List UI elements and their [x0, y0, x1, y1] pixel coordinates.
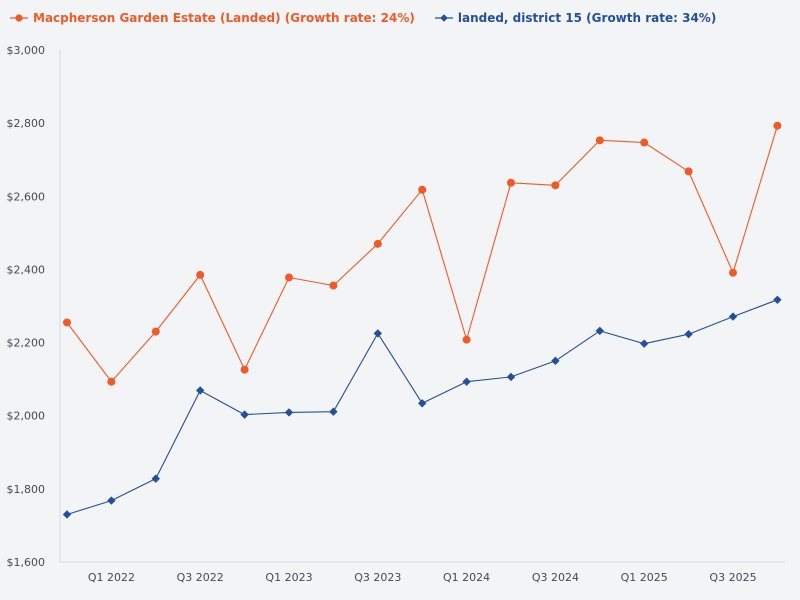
data-point[interactable]: Q3 2023: 2470 [373, 239, 382, 248]
data-point[interactable]: Q1 2023: 2378 [285, 273, 293, 282]
data-point[interactable]: Q2 2025: 2668 [684, 167, 693, 176]
data-point[interactable]: Q2 2024: 2637 [507, 178, 515, 187]
y-tick-label: $2,400 [7, 263, 46, 276]
data-point[interactable]: Q1 2024: 2093 [462, 377, 471, 386]
data-point[interactable]: Q2 2022: 2230 [151, 327, 160, 336]
data-point[interactable]: Q4 2021: 2255 [63, 318, 71, 327]
data-point[interactable]: Q3 2024: 2630 [551, 181, 560, 190]
data-point[interactable]: Q4 2024: 2232 [595, 326, 604, 336]
data-point[interactable]: Q4 2023: 2618 [418, 185, 427, 194]
data-point[interactable]: Q1 2024: 2208 [462, 335, 471, 344]
data-point[interactable]: Q4 2022: 2003 [240, 410, 249, 419]
legend: Macpherson Garden Estate (Landed) (Growt… [10, 8, 716, 28]
data-point[interactable]: Q4 2022: 2126 [240, 365, 249, 374]
y-tick-label: $2,800 [7, 117, 46, 130]
data-point[interactable]: Q1 2023: 2009 [284, 408, 294, 417]
data-point[interactable]: Q1 2022: 1768 [107, 496, 116, 505]
data-point[interactable]: Q2 2023: 2011 [329, 407, 338, 416]
y-tick-label: $3,000 [7, 44, 46, 57]
x-tick-label: Q1 2024 [443, 571, 490, 584]
x-tick-label: Q1 2022 [88, 571, 135, 584]
x-tick-label: Q1 2023 [265, 571, 312, 584]
legend-label-series-2: landed, district 15 (Growth rate: 34%) [457, 11, 717, 25]
legend-label-series-1: Macpherson Garden Estate (Landed) (Growt… [33, 11, 415, 25]
y-tick-label: $2,200 [7, 337, 46, 350]
x-tick-label: Q3 2024 [532, 571, 579, 584]
data-point[interactable]: Q2 2023: 2356 [329, 281, 338, 290]
y-tick-label: $1,600 [7, 556, 46, 569]
data-point[interactable]: Q3 2023: 2225 [373, 329, 382, 338]
y-tick-label: $2,600 [7, 190, 46, 203]
y-tick-label: $1,800 [7, 483, 46, 496]
x-tick-label: Q1 2025 [621, 571, 668, 584]
data-point[interactable]: Q2 2022: 1828 [151, 474, 160, 483]
data-point[interactable]: Q4 2025: 2317 [773, 295, 782, 304]
x-tick-label: Q3 2023 [354, 571, 401, 584]
data-point[interactable]: Q3 2024: 2150 [551, 356, 560, 366]
data-point[interactable]: Q1 2022: 2093 [107, 377, 116, 386]
x-tick-label: Q3 2025 [709, 571, 756, 584]
y-tick-label: $2,000 [7, 410, 46, 423]
x-tick-label: Q3 2022 [177, 571, 224, 584]
legend-diamond-marker-icon [434, 14, 453, 22]
data-point[interactable]: Q2 2024: 2106 [506, 372, 516, 382]
data-point[interactable]: Q2 2025: 2223 [684, 329, 693, 339]
data-point[interactable]: Q4 2024: 2753 [595, 136, 604, 145]
series-line-1 [66, 125, 778, 383]
data-point[interactable]: Q4 2023: 2034 [418, 399, 427, 408]
data-point[interactable]: Q4 2021: 1730 [62, 510, 72, 519]
data-point[interactable]: Q1 2025: 2747 [640, 138, 649, 147]
legend-item-series-2[interactable]: landed, district 15 (Growth rate: 34%) [434, 11, 717, 25]
data-point[interactable]: Q3 2025: 2271 [728, 312, 738, 321]
data-point[interactable]: Q1 2025: 2197 [640, 339, 649, 348]
data-point[interactable]: Q4 2025: 2793 [773, 121, 782, 130]
data-point[interactable]: Q3 2022: 2385 [196, 270, 205, 279]
legend-circle-marker-icon [10, 14, 28, 22]
data-point[interactable]: Q3 2025: 2391 [729, 268, 737, 277]
data-point[interactable]: Q3 2022: 2069 [196, 386, 205, 395]
legend-item-series-1[interactable]: Macpherson Garden Estate (Landed) (Growt… [10, 11, 415, 25]
